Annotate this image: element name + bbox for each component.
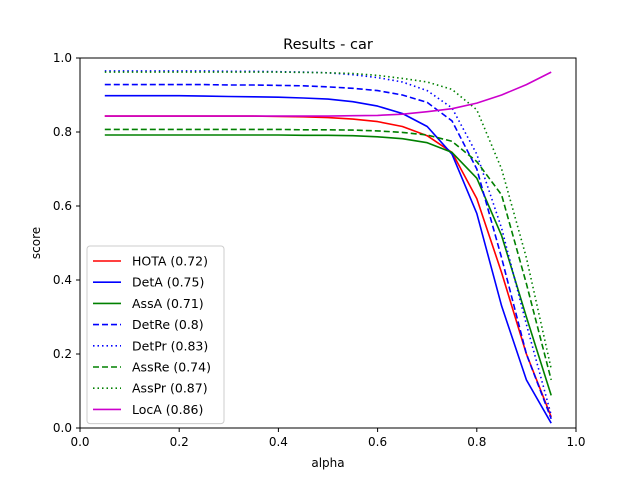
y-tick-label: 0.6 [53, 199, 72, 213]
y-tick-label: 0.4 [53, 273, 72, 287]
chart-title: Results - car [283, 37, 373, 53]
x-tick-label: 0.2 [170, 435, 189, 449]
legend-label: DetRe (0.8) [132, 317, 204, 332]
legend-label: AssPr (0.87) [132, 381, 208, 396]
legend-label: AssRe (0.74) [132, 360, 211, 375]
series-line-5 [104, 128, 552, 381]
series-line-7 [104, 71, 552, 117]
series-line-1 [104, 94, 552, 424]
legend-label: LocA (0.86) [132, 402, 203, 417]
legend-label: AssA (0.71) [132, 296, 204, 311]
legend-box [86, 245, 225, 425]
y-tick-label: 0.0 [53, 421, 72, 435]
x-axis: 0.0 0.2 0.4 0.6 0.8 1.0 [70, 428, 586, 449]
plot-frame [79, 57, 577, 429]
legend-label: DetPr (0.83) [132, 338, 208, 353]
legend-label: DetA (0.75) [132, 275, 204, 290]
y-tick-label: 1.0 [53, 51, 72, 65]
legend-label: HOTA (0.72) [132, 254, 208, 269]
series-line-3 [104, 83, 552, 420]
y-axis: 0.0 0.2 0.4 0.6 0.8 1.0 [53, 51, 80, 435]
y-axis-title: score [29, 227, 43, 259]
x-tick-label: 0.6 [368, 435, 387, 449]
y-tick-label: 0.2 [53, 347, 72, 361]
x-tick-label: 0.0 [70, 435, 89, 449]
x-tick-label: 0.4 [269, 435, 288, 449]
y-tick-label: 0.8 [53, 125, 72, 139]
x-tick-label: 1.0 [566, 435, 585, 449]
plot-lines [104, 70, 552, 424]
x-tick-label: 0.8 [467, 435, 486, 449]
x-axis-title: alpha [311, 456, 344, 470]
legend: HOTA (0.72) DetA (0.75) AssA (0.71) DetRe (… [86, 245, 225, 425]
series-line-2 [104, 134, 552, 396]
